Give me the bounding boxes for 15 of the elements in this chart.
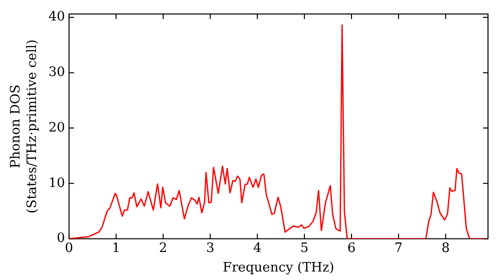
x-tick-label: 6 — [347, 240, 356, 256]
x-tick-label: 7 — [394, 240, 403, 256]
y-tick-label: 20 — [48, 120, 66, 136]
x-tick-label: 8 — [441, 240, 450, 256]
y-tick-label: 0 — [56, 231, 66, 246]
x-tick-label: 2 — [159, 240, 168, 256]
y-tick-label: 10 — [48, 176, 66, 191]
x-tick-label: 4 — [253, 240, 262, 256]
y-tick-label: 40 — [48, 10, 66, 25]
y-axis-title: Phonon DOS (States/THz·primitive cell) — [8, 39, 40, 214]
x-tick-label: 1 — [112, 240, 120, 256]
x-tick-label: 3 — [206, 240, 214, 256]
y-tick-label: 30 — [48, 65, 66, 80]
x-tick-label: 5 — [300, 240, 309, 256]
x-axis-title: Frequency (THz) — [222, 260, 334, 276]
